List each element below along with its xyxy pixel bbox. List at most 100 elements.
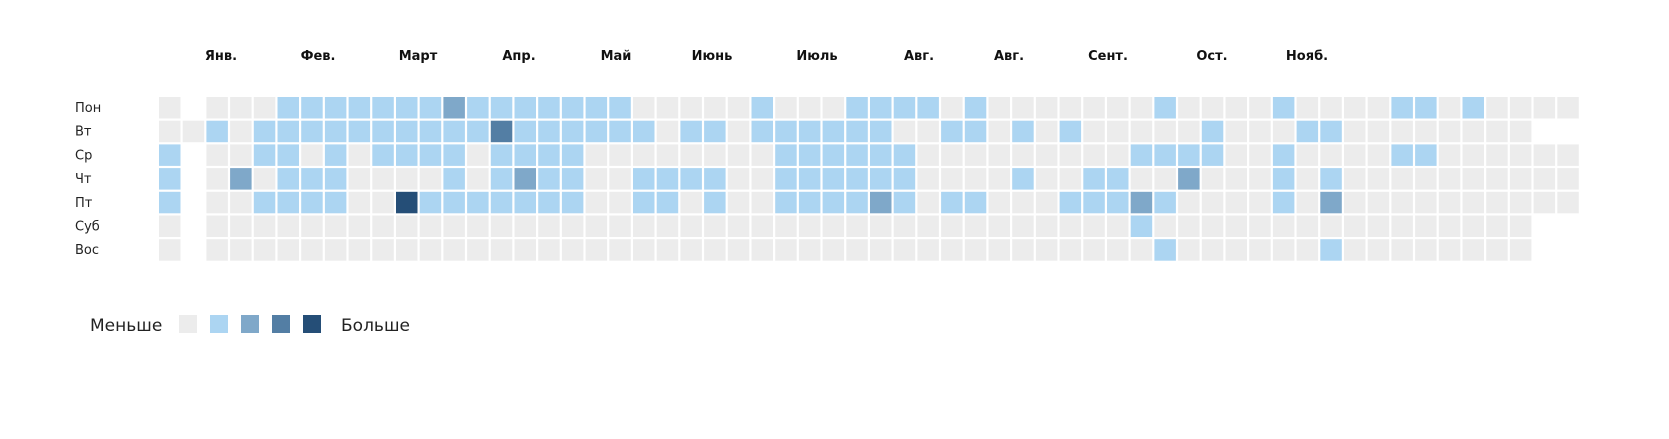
heatmap-cell bbox=[751, 144, 773, 166]
heatmap-cell bbox=[1438, 97, 1461, 119]
day-label: Чт bbox=[75, 172, 92, 187]
heatmap-cell bbox=[206, 168, 228, 190]
heatmap-cell bbox=[277, 168, 299, 190]
heatmap-cell bbox=[609, 239, 631, 261]
heatmap-cell bbox=[1533, 97, 1556, 119]
heatmap-cell bbox=[775, 97, 797, 119]
legend-swatch bbox=[179, 315, 197, 333]
heatmap-cell bbox=[159, 191, 181, 214]
heatmap-cell bbox=[1225, 239, 1247, 261]
heatmap-cell bbox=[443, 97, 465, 119]
heatmap-cell bbox=[1178, 239, 1200, 261]
heatmap-cell bbox=[1462, 120, 1484, 143]
heatmap-cell bbox=[324, 168, 347, 190]
heatmap-cell bbox=[1557, 144, 1579, 166]
heatmap-cell bbox=[277, 120, 299, 143]
heatmap-cell bbox=[514, 144, 536, 166]
heatmap-cell bbox=[490, 191, 513, 214]
heatmap-cell bbox=[1415, 239, 1437, 261]
heatmap-cell bbox=[1344, 97, 1366, 119]
month-label: Апр. bbox=[502, 49, 535, 64]
heatmap-cell bbox=[1130, 144, 1153, 166]
heatmap-cell bbox=[656, 144, 679, 166]
heatmap-cell bbox=[1557, 191, 1579, 214]
heatmap-cell bbox=[846, 168, 868, 190]
heatmap-cell bbox=[1533, 191, 1556, 214]
heatmap-cell bbox=[1012, 191, 1034, 214]
heatmap-cell bbox=[941, 144, 963, 166]
heatmap-cell bbox=[419, 144, 442, 166]
heatmap-cell bbox=[1130, 97, 1153, 119]
heatmap-cell bbox=[1486, 239, 1508, 261]
heatmap-cell bbox=[1415, 191, 1437, 214]
heatmap-cell bbox=[870, 120, 892, 143]
heatmap-cell bbox=[301, 215, 323, 237]
heatmap-cell bbox=[775, 239, 797, 261]
heatmap-cell bbox=[396, 191, 418, 214]
heatmap-cell bbox=[893, 168, 916, 190]
heatmap-cell bbox=[1059, 215, 1082, 237]
heatmap-cell bbox=[704, 191, 726, 214]
heatmap-cell bbox=[538, 239, 560, 261]
heatmap-cell bbox=[964, 120, 987, 143]
heatmap-cell bbox=[1249, 215, 1271, 237]
heatmap-cell bbox=[253, 97, 276, 119]
heatmap-cell bbox=[727, 97, 750, 119]
heatmap-cell bbox=[1154, 97, 1176, 119]
heatmap-cell bbox=[514, 191, 536, 214]
heatmap-cell bbox=[798, 191, 821, 214]
heatmap-cell bbox=[870, 97, 892, 119]
heatmap-cell bbox=[1344, 120, 1366, 143]
heatmap-cell bbox=[870, 144, 892, 166]
heatmap-cell bbox=[324, 144, 347, 166]
legend: Меньше Больше bbox=[90, 315, 410, 336]
heatmap-cell bbox=[467, 144, 489, 166]
heatmap-cell bbox=[277, 97, 299, 119]
heatmap-cell bbox=[159, 120, 181, 143]
heatmap-cell bbox=[419, 191, 442, 214]
heatmap-cell bbox=[561, 215, 584, 237]
heatmap-cell bbox=[680, 97, 702, 119]
heatmap-cell bbox=[561, 191, 584, 214]
heatmap-cell bbox=[514, 120, 536, 143]
heatmap-cell bbox=[1272, 215, 1295, 237]
heatmap-cell bbox=[704, 215, 726, 237]
heatmap-cell bbox=[727, 239, 750, 261]
heatmap-cell bbox=[656, 239, 679, 261]
heatmap-cell bbox=[182, 120, 205, 143]
heatmap-cell bbox=[822, 144, 845, 166]
month-label: Март bbox=[399, 49, 438, 64]
heatmap-cell bbox=[206, 120, 228, 143]
heatmap-cell bbox=[917, 191, 939, 214]
heatmap-cell bbox=[798, 239, 821, 261]
heatmap-cell bbox=[1462, 239, 1484, 261]
heatmap-cell bbox=[301, 120, 323, 143]
heatmap-cell bbox=[585, 215, 608, 237]
heatmap-cell bbox=[1296, 144, 1319, 166]
heatmap-cell bbox=[1107, 191, 1129, 214]
heatmap-cell bbox=[751, 97, 773, 119]
heatmap-cell bbox=[1178, 120, 1200, 143]
heatmap-cell bbox=[1367, 168, 1390, 190]
heatmap-cell bbox=[1509, 168, 1532, 190]
heatmap-cell bbox=[704, 239, 726, 261]
heatmap-cell bbox=[1415, 215, 1437, 237]
heatmap-cell bbox=[1201, 239, 1224, 261]
heatmap-cell bbox=[798, 97, 821, 119]
heatmap-cell bbox=[301, 168, 323, 190]
heatmap-cell bbox=[1154, 215, 1176, 237]
heatmap-cell bbox=[1344, 239, 1366, 261]
heatmap-cell bbox=[1486, 168, 1508, 190]
heatmap-cell bbox=[1178, 168, 1200, 190]
heatmap-cell bbox=[538, 144, 560, 166]
heatmap-cell bbox=[514, 215, 536, 237]
heatmap-cell bbox=[1415, 97, 1437, 119]
heatmap-cell bbox=[561, 97, 584, 119]
heatmap-cell bbox=[1391, 97, 1413, 119]
heatmap-cell bbox=[1083, 97, 1105, 119]
heatmap-cell bbox=[348, 144, 371, 166]
heatmap-cell bbox=[633, 144, 655, 166]
month-label: Сент. bbox=[1088, 49, 1128, 64]
heatmap-cell bbox=[206, 144, 228, 166]
heatmap-cell bbox=[230, 120, 252, 143]
